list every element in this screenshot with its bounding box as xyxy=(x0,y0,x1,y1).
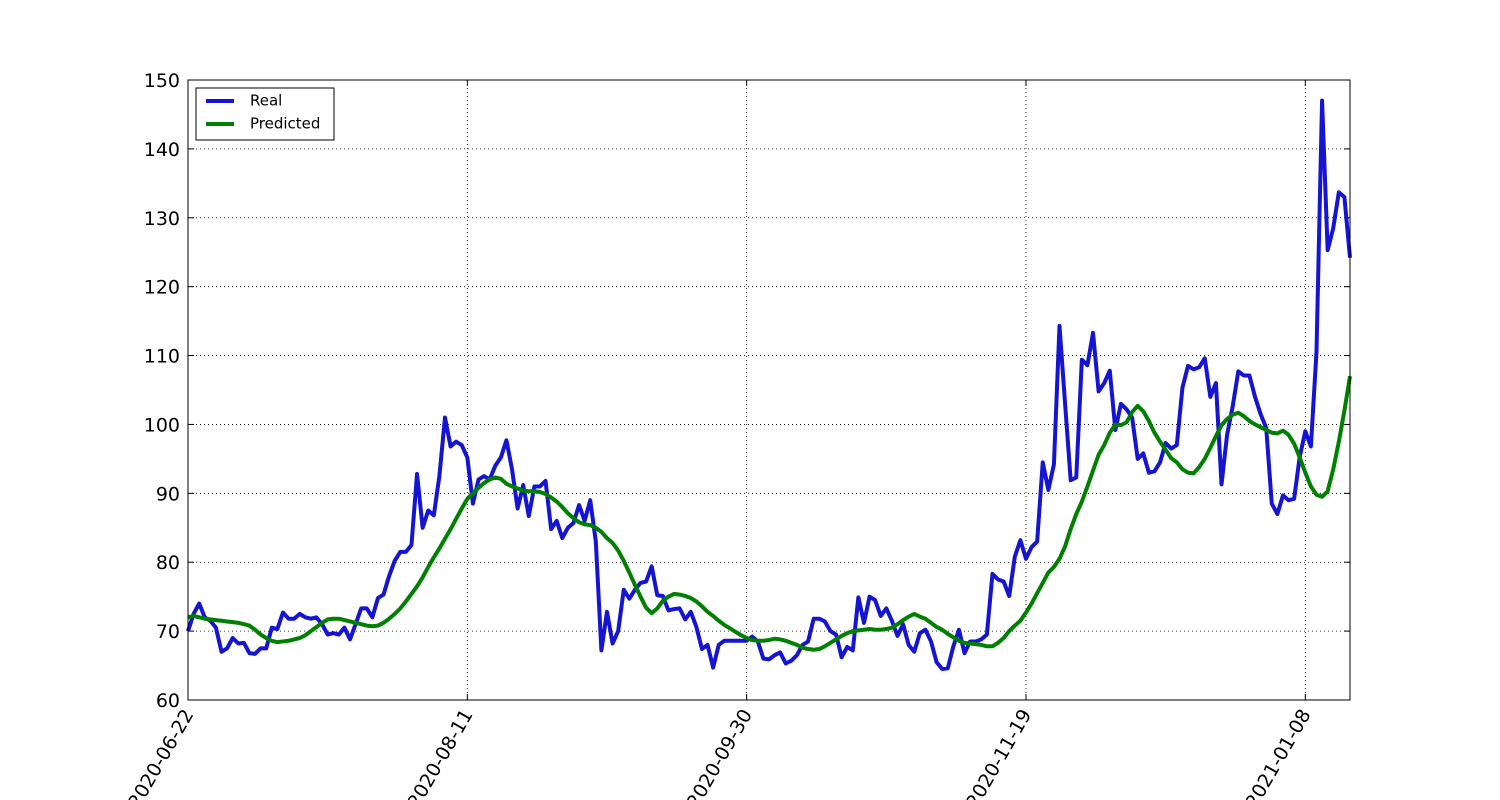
plot-frame xyxy=(187,79,1351,701)
y-tick-label: 140 xyxy=(144,139,180,161)
y-tick-label: 130 xyxy=(144,208,180,230)
legend-label: Real xyxy=(250,92,282,110)
y-tick-label: 150 xyxy=(144,70,180,92)
legend: Real Predicted xyxy=(195,87,335,141)
y-tick-label: 90 xyxy=(156,483,180,505)
x-tick-label: 2020-09-30 xyxy=(683,706,757,800)
y-tick-label: 120 xyxy=(144,277,180,299)
x-tick-label: 2020-08-11 xyxy=(403,706,477,800)
legend-label: Predicted xyxy=(250,115,320,133)
y-tick-label: 100 xyxy=(144,414,180,436)
x-tick-label: 2020-11-19 xyxy=(962,706,1036,800)
y-tick-label: 70 xyxy=(156,621,180,643)
legend-box xyxy=(195,87,335,141)
x-tick-label: 2021-01-08 xyxy=(1241,706,1315,800)
line-series xyxy=(186,98,1352,671)
y-tick-label: 110 xyxy=(144,346,180,368)
y-tick-label: 60 xyxy=(156,690,180,712)
line-series xyxy=(187,375,1352,652)
x-tick-label: 2020-06-22 xyxy=(124,706,198,800)
y-tick-label: 80 xyxy=(156,552,180,574)
